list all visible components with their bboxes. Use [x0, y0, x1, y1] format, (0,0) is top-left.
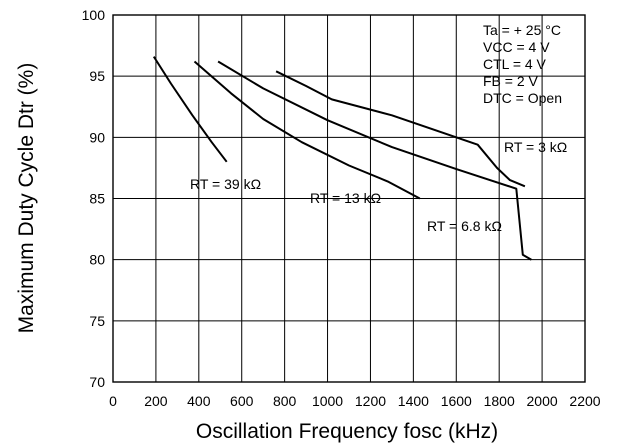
condition-ctl: CTL = 4 V: [483, 56, 547, 72]
x-tick-label: 1000: [312, 393, 343, 409]
y-tick-label: 70: [89, 374, 105, 390]
conditions-box: Ta = + 25 °C VCC = 4 V CTL = 4 V FB = 2 …: [483, 22, 562, 106]
series-line-3: [275, 70, 526, 188]
label-rt-39k: RT = 39 kΩ: [190, 176, 261, 192]
x-axis-label: Oscillation Frequency fosc (kHz): [196, 420, 498, 443]
label-rt-6-8k: RT = 6.8 kΩ: [427, 218, 502, 234]
x-tick-label: 800: [273, 393, 297, 409]
condition-ta: Ta = + 25 °C: [483, 22, 561, 38]
series-line-0: [152, 56, 228, 163]
y-tick-label: 95: [89, 68, 105, 84]
x-tick-label: 1800: [484, 393, 515, 409]
x-tick-label: 2000: [527, 393, 558, 409]
x-tick-label: 1600: [441, 393, 472, 409]
condition-fb: FB = 2 V: [483, 73, 539, 89]
x-tick-label: 400: [187, 393, 211, 409]
series-line-1: [193, 60, 421, 200]
tick-labels: 0 200 400 600 800 1000 1200 1400 1600 1800 2000 220…: [82, 7, 601, 409]
series-annotations: RT = 39 kΩ RT = 13 kΩ RT = 6.8 kΩ RT = 3…: [190, 139, 567, 234]
y-tick-label: 85: [89, 191, 105, 207]
x-tick-label: 600: [230, 393, 254, 409]
label-rt-3k: RT = 3 kΩ: [504, 139, 567, 155]
x-tick-label: 0: [109, 393, 117, 409]
y-axis-label: Maximum Duty Cycle Dtr (%): [15, 63, 38, 334]
series-line-2: [217, 60, 532, 261]
y-tick-label: 75: [89, 313, 105, 329]
y-tick-label: 80: [89, 252, 105, 268]
condition-vcc: VCC = 4 V: [483, 39, 550, 55]
label-rt-13k: RT = 13 kΩ: [310, 190, 381, 206]
series-lines: [152, 56, 532, 261]
condition-dtc: DTC = Open: [483, 90, 562, 106]
plot-frame: [112, 14, 586, 383]
y-tick-label: 100: [82, 7, 106, 23]
x-tick-label: 1400: [398, 393, 429, 409]
x-tick-label: 200: [144, 393, 168, 409]
x-tick-label: 2200: [569, 393, 600, 409]
y-tick-label: 90: [89, 129, 105, 145]
x-tick-label: 1200: [355, 393, 386, 409]
